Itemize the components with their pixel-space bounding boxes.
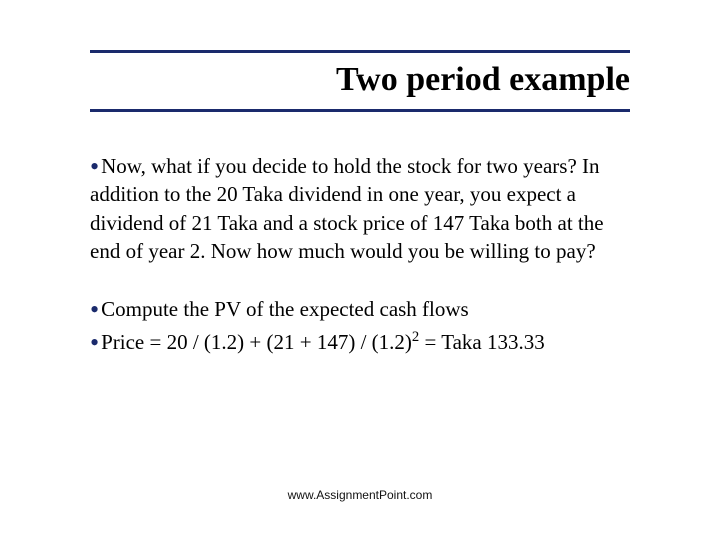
- bullet-text: Compute the PV of the expected cash flow…: [101, 297, 469, 321]
- bullet-icon: •: [90, 152, 99, 181]
- bullet-group-2: •Compute the PV of the expected cash flo…: [90, 295, 630, 356]
- slide-title: Two period example: [90, 61, 630, 99]
- slide: Two period example •Now, what if you dec…: [0, 0, 720, 540]
- bullet-item: •Compute the PV of the expected cash flo…: [90, 295, 630, 323]
- bullet-text-suffix: = Taka 133.33: [419, 330, 544, 354]
- bullet-icon: •: [90, 328, 99, 357]
- bullet-item: •Price = 20 / (1.2) + (21 + 147) / (1.2)…: [90, 328, 630, 356]
- bullet-item: •Now, what if you decide to hold the sto…: [90, 152, 630, 265]
- bullet-text: Now, what if you decide to hold the stoc…: [90, 154, 604, 263]
- bullet-group-1: •Now, what if you decide to hold the sto…: [90, 152, 630, 265]
- bullet-text-prefix: Price = 20 / (1.2) + (21 + 147) / (1.2): [101, 330, 412, 354]
- footer-text: www.AssignmentPoint.com: [0, 488, 720, 502]
- bullet-icon: •: [90, 295, 99, 324]
- title-block: Two period example: [90, 50, 630, 112]
